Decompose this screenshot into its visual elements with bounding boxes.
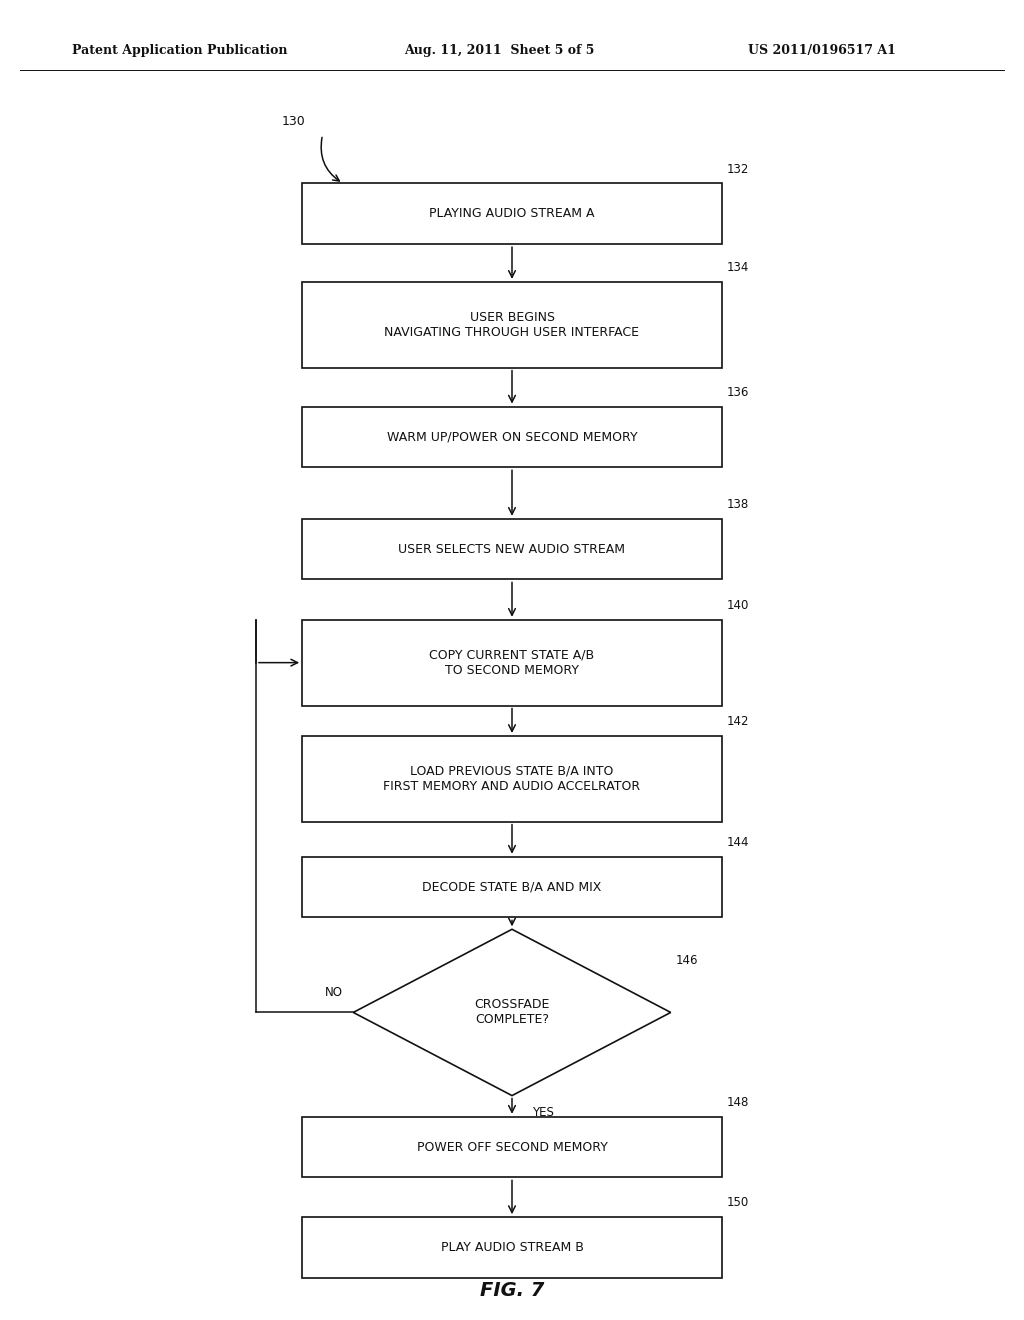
- Polygon shape: [353, 929, 671, 1096]
- Bar: [302, 519, 722, 579]
- Text: 148: 148: [727, 1096, 750, 1109]
- Text: YES: YES: [532, 1106, 554, 1119]
- Text: POWER OFF SECOND MEMORY: POWER OFF SECOND MEMORY: [417, 1140, 607, 1154]
- Text: USER SELECTS NEW AUDIO STREAM: USER SELECTS NEW AUDIO STREAM: [398, 543, 626, 556]
- Text: Aug. 11, 2011  Sheet 5 of 5: Aug. 11, 2011 Sheet 5 of 5: [404, 44, 595, 57]
- Bar: [302, 407, 722, 467]
- Text: PLAY AUDIO STREAM B: PLAY AUDIO STREAM B: [440, 1241, 584, 1254]
- Text: US 2011/0196517 A1: US 2011/0196517 A1: [748, 44, 895, 57]
- Text: DECODE STATE B/A AND MIX: DECODE STATE B/A AND MIX: [422, 880, 602, 894]
- Text: 132: 132: [727, 162, 750, 176]
- Bar: [302, 620, 722, 705]
- Bar: [302, 737, 722, 821]
- Text: COPY CURRENT STATE A/B
TO SECOND MEMORY: COPY CURRENT STATE A/B TO SECOND MEMORY: [429, 648, 595, 677]
- Text: 150: 150: [727, 1196, 750, 1209]
- Text: WARM UP/POWER ON SECOND MEMORY: WARM UP/POWER ON SECOND MEMORY: [387, 430, 637, 444]
- Text: 140: 140: [727, 599, 750, 612]
- Bar: [302, 857, 722, 917]
- Text: 142: 142: [727, 715, 750, 729]
- Text: 138: 138: [727, 498, 750, 511]
- Text: LOAD PREVIOUS STATE B/A INTO
FIRST MEMORY AND AUDIO ACCELRATOR: LOAD PREVIOUS STATE B/A INTO FIRST MEMOR…: [383, 764, 641, 793]
- Text: 136: 136: [727, 385, 750, 399]
- Text: 130: 130: [282, 115, 305, 128]
- Bar: [302, 282, 722, 367]
- Text: FIG. 7: FIG. 7: [480, 1282, 544, 1300]
- Bar: [302, 183, 722, 244]
- Text: Patent Application Publication: Patent Application Publication: [72, 44, 287, 57]
- Bar: [302, 1217, 722, 1278]
- Text: PLAYING AUDIO STREAM A: PLAYING AUDIO STREAM A: [429, 207, 595, 220]
- Text: 146: 146: [676, 954, 698, 966]
- Text: CROSSFADE
COMPLETE?: CROSSFADE COMPLETE?: [474, 998, 550, 1027]
- Text: USER BEGINS
NAVIGATING THROUGH USER INTERFACE: USER BEGINS NAVIGATING THROUGH USER INTE…: [384, 310, 640, 339]
- Text: NO: NO: [325, 986, 343, 999]
- Text: 134: 134: [727, 261, 750, 275]
- Text: 144: 144: [727, 836, 750, 849]
- Bar: [302, 1117, 722, 1177]
